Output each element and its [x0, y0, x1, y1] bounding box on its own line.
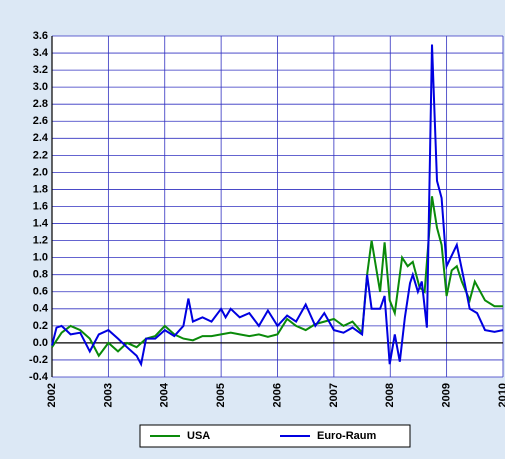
y-tick-label: 2.6	[33, 115, 48, 127]
y-tick-label: 2.8	[33, 98, 48, 110]
y-tick-label: 3.6	[33, 30, 48, 42]
y-tick-label: 3.2	[33, 64, 48, 76]
x-tick-label: 2008	[384, 383, 396, 407]
labels: -0.4 -0.2 0.0 0.2 0.4 0.6 0.8 1.0 1.2 1.4 1.6 1.8 2.…	[29, 30, 505, 408]
y-tick-label: 1.6	[33, 200, 48, 212]
x-tick-label: 2006	[271, 383, 283, 407]
x-tick-label: 2005	[215, 383, 227, 407]
y-tick-label: 1.4	[33, 217, 49, 229]
y-tick-label: 0.0	[33, 337, 48, 349]
x-tick-label: 2009	[441, 383, 453, 407]
legend-box	[139, 424, 411, 448]
x-tick-label: 2002	[46, 383, 58, 407]
y-tick-label: -0.2	[29, 354, 48, 366]
x-tick-label: 2004	[159, 382, 171, 407]
y-tick-label: 3.4	[33, 47, 49, 59]
y-tick-label: 1.8	[33, 183, 48, 195]
y-tick-label: -0.4	[29, 371, 49, 383]
y-tick-label: 3.0	[33, 81, 48, 93]
legend-label: Euro-Raum	[317, 430, 377, 442]
x-tick-label: 2003	[102, 383, 114, 407]
legend: USA Euro-Raum	[150, 430, 377, 442]
y-tick-label: 1.0	[33, 252, 48, 264]
y-tick-label: 0.8	[33, 269, 48, 281]
x-tick-label: 2007	[328, 383, 340, 407]
y-tick-label: 0.2	[33, 320, 48, 332]
y-tick-label: 0.4	[33, 303, 49, 315]
series-line	[51, 44, 504, 368]
y-tick-label: 2.4	[33, 132, 49, 144]
x-tick-label: 2010	[497, 383, 505, 407]
y-tick-label: 2.0	[33, 166, 48, 178]
y-tick-label: 2.2	[33, 149, 48, 161]
lines	[51, 44, 504, 368]
y-tick-label: 1.2	[33, 235, 48, 247]
legend-label: USA	[187, 430, 210, 442]
y-tick-label: 0.6	[33, 286, 48, 298]
